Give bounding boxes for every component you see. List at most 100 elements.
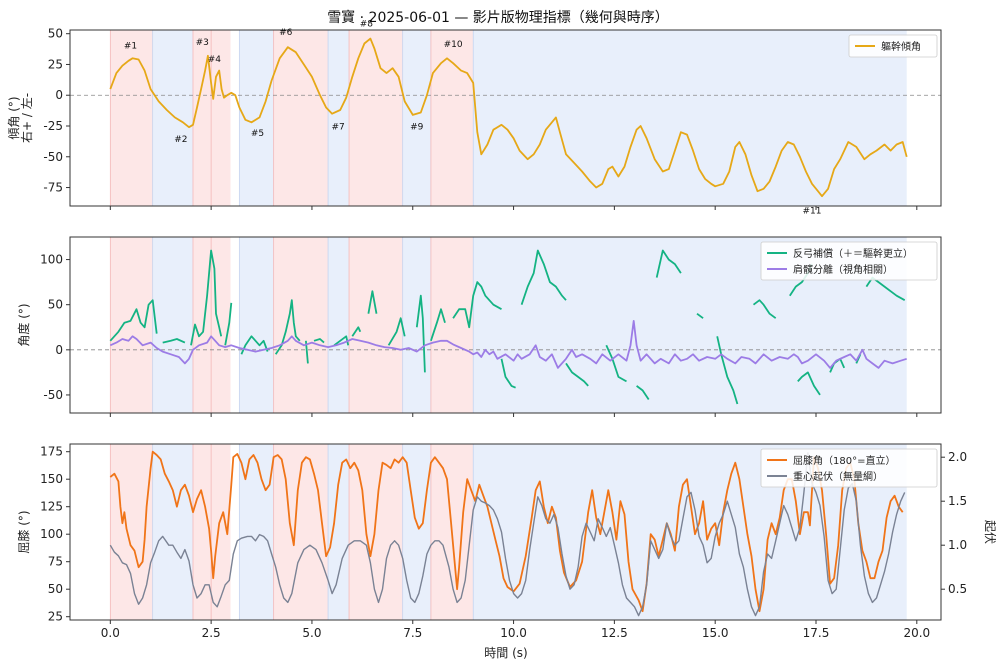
legend-label: 肩髖分離（視角相關） bbox=[793, 263, 893, 276]
phase-band bbox=[110, 444, 153, 620]
series-line bbox=[109, 299, 158, 342]
x-tick-label: 0.0 bbox=[101, 626, 120, 640]
series-line bbox=[605, 344, 627, 383]
legend: 軀幹傾角 bbox=[848, 34, 938, 58]
phase-band bbox=[239, 444, 274, 620]
phase-band bbox=[211, 30, 231, 206]
y-tick-label: 75 bbox=[48, 555, 63, 569]
series-line bbox=[500, 358, 516, 389]
phase-band bbox=[152, 30, 193, 206]
y2-tick-label: 0.5 bbox=[948, 582, 967, 596]
peak-annotation: #3 bbox=[196, 38, 209, 48]
x-tick-label: 12.5 bbox=[601, 626, 628, 640]
series-line bbox=[109, 450, 904, 613]
legend-label: 重心起伏（無量綱） bbox=[793, 470, 883, 483]
y2-tick-label: 2.0 bbox=[948, 450, 967, 464]
peak-annotation: #8 bbox=[360, 19, 374, 29]
legend: 屈膝角（180°=直立） 重心起伏（無量綱） bbox=[760, 448, 938, 488]
phase-band bbox=[211, 444, 231, 620]
phase-band bbox=[192, 444, 212, 620]
y-tick-label: 175 bbox=[40, 445, 63, 459]
phase-band bbox=[192, 30, 212, 206]
plot-frame bbox=[69, 443, 942, 621]
x-tick-label: 17.5 bbox=[803, 626, 830, 640]
series-line bbox=[109, 320, 907, 369]
y-axis-label: 屈膝 (°) bbox=[17, 510, 31, 553]
series-group bbox=[109, 450, 906, 617]
phase-band bbox=[110, 30, 153, 206]
series-line bbox=[162, 338, 186, 344]
y-axis-label-line: 屈膝 (°) bbox=[17, 510, 31, 553]
y-tick-label: -50 bbox=[43, 150, 63, 164]
phase-band bbox=[211, 237, 231, 413]
y-axis-label-line: 右+ / 左- bbox=[19, 93, 34, 143]
series-line bbox=[696, 312, 704, 319]
x-tick-label: 2.5 bbox=[202, 626, 221, 640]
legend-box bbox=[760, 241, 938, 281]
phase-band bbox=[402, 444, 431, 620]
peak-annotation: #4 bbox=[208, 55, 222, 65]
series-line bbox=[387, 317, 406, 346]
plot-frame bbox=[69, 236, 942, 414]
y-tick-label: 0 bbox=[55, 343, 63, 357]
panel-tilt: 50 25 0 -25 -50 -75 傾角 (°)右+ / 左- #1 #2 #3 #4 #5 #6 #… bbox=[7, 19, 942, 216]
phase-band bbox=[192, 237, 212, 413]
phase-band bbox=[402, 30, 431, 206]
series-line bbox=[655, 249, 682, 278]
series-line bbox=[224, 302, 233, 346]
panel-angles: 100 50 0 -50 角度 (°) 反弓補償（＋＝驅幹更立） 肩髖分離（視角相關） bbox=[16, 236, 942, 417]
legend-box bbox=[848, 34, 938, 58]
series-line bbox=[109, 452, 906, 617]
y-tick-label: 100 bbox=[40, 253, 63, 267]
phase-band bbox=[349, 30, 403, 206]
phase-band bbox=[430, 30, 474, 206]
y-tick-label: 25 bbox=[48, 610, 63, 624]
y-tick-label: 100 bbox=[40, 527, 63, 541]
series-line bbox=[190, 249, 223, 346]
series-line bbox=[452, 281, 502, 329]
series-line bbox=[716, 336, 739, 405]
phase-band bbox=[152, 237, 193, 413]
phase-band bbox=[349, 237, 403, 413]
y-tick-label: 50 bbox=[48, 582, 63, 596]
series-group bbox=[109, 37, 908, 198]
legend-label: 軀幹傾角 bbox=[881, 40, 921, 53]
chart-title: 雪寶 · 2025-06-01 — 影片版物理指標（幾何與時序） bbox=[327, 10, 669, 26]
legend-label: 屈膝角（180°=直立） bbox=[793, 454, 895, 467]
x-tick-label: 7.5 bbox=[403, 626, 422, 640]
peak-annotation: #6 bbox=[279, 28, 293, 38]
legend-box bbox=[760, 448, 938, 488]
y-axis-label: 傾角 (°)右+ / 左- bbox=[7, 93, 34, 143]
y2-axis-label: 起伏 bbox=[983, 520, 996, 544]
series-line bbox=[636, 385, 650, 401]
series-line bbox=[109, 37, 908, 198]
series-line bbox=[313, 338, 325, 344]
peak-annotation: #10 bbox=[444, 40, 463, 50]
series-line bbox=[240, 335, 269, 355]
peak-annotation: #9 bbox=[410, 123, 424, 133]
x-axis-label: 時間 (s) bbox=[484, 646, 527, 660]
phase-band bbox=[273, 237, 329, 413]
series-line bbox=[430, 308, 446, 342]
series-line bbox=[565, 362, 589, 387]
phase-band bbox=[328, 237, 350, 413]
y-axis-label: 角度 (°) bbox=[16, 303, 31, 346]
x-tick-label: 20.0 bbox=[903, 626, 930, 640]
y2-tick-label: 1.0 bbox=[948, 538, 967, 552]
phase-band bbox=[328, 444, 350, 620]
y-tick-label: 50 bbox=[48, 298, 63, 312]
y-axis-label-line: 傾角 (°) bbox=[7, 96, 21, 139]
x-tick-label: 5.0 bbox=[302, 626, 321, 640]
series-line bbox=[752, 299, 777, 319]
series-line bbox=[797, 371, 821, 396]
peak-annotation: #1 bbox=[124, 41, 137, 51]
y-tick-label: -75 bbox=[43, 181, 63, 195]
phase-band bbox=[328, 30, 350, 206]
phase-band bbox=[430, 237, 474, 413]
peak-annotation: #11 bbox=[802, 206, 821, 216]
peak-annotation: #5 bbox=[251, 129, 264, 139]
y-tick-label: -50 bbox=[43, 388, 63, 402]
phase-band bbox=[473, 30, 907, 206]
phase-band bbox=[110, 237, 153, 413]
